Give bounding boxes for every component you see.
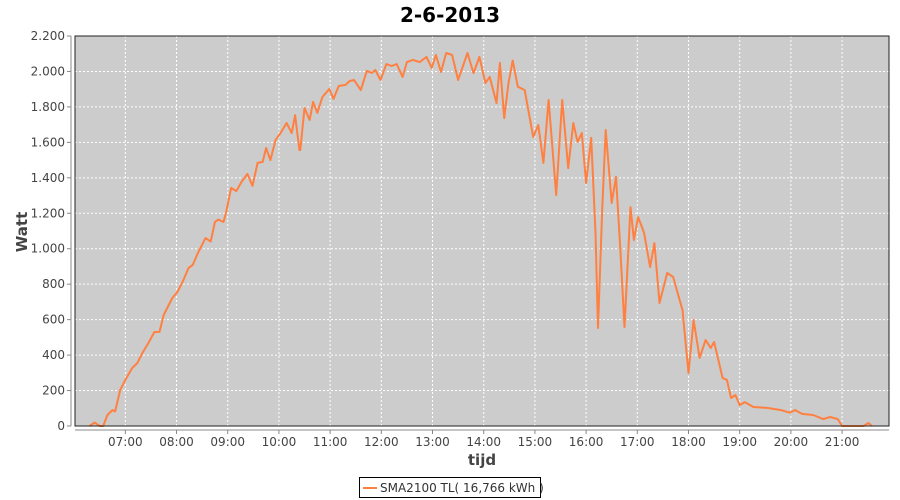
x-tick-label: 19:00 <box>722 435 757 449</box>
x-tick-label: 17:00 <box>620 435 655 449</box>
y-tick-label: 600 <box>42 313 65 327</box>
y-tick-label: 0 <box>57 419 65 433</box>
x-tick-label: 12:00 <box>364 435 399 449</box>
x-axis: 07:00 08:00 09:00 10:00 11:00 12:00 13:00 14:00… <box>75 429 889 449</box>
grid-lines <box>75 36 889 426</box>
x-tick-label: 21:00 <box>825 435 860 449</box>
series-line-sma2100 <box>88 52 873 427</box>
x-tick-label: 07:00 <box>108 435 143 449</box>
legend-box <box>359 477 541 498</box>
y-axis-label: Watt <box>13 212 31 252</box>
y-tick-label: 1.600 <box>31 135 65 149</box>
plot-border <box>74 35 890 427</box>
chart-title: 2-6-2013 <box>400 3 500 27</box>
x-tick-label: 08:00 <box>159 435 194 449</box>
x-tick-label: 10:00 <box>262 435 297 449</box>
y-axis: 0 200 400 600 800 1.000 1.200 1.400 1.600 1.800 2.… <box>31 29 72 433</box>
x-tick-label: 11:00 <box>313 435 348 449</box>
y-tick-label: 2.200 <box>31 29 65 43</box>
x-tick-label: 14:00 <box>466 435 501 449</box>
y-tick-label: 1.800 <box>31 100 65 114</box>
legend: SMA2100 TL( 16,766 kWh ) <box>359 477 544 498</box>
plot-area <box>75 36 889 426</box>
y-tick-label: 400 <box>42 348 65 362</box>
legend-label: SMA2100 TL( 16,766 kWh ) <box>380 481 544 495</box>
x-tick-label: 15:00 <box>518 435 553 449</box>
x-tick-label: 18:00 <box>671 435 706 449</box>
y-tick-label: 2.000 <box>31 64 65 78</box>
x-tick-label: 13:00 <box>415 435 450 449</box>
y-tick-label: 1.200 <box>31 206 65 220</box>
x-axis-label: tijd <box>468 451 496 469</box>
x-tick-label: 09:00 <box>210 435 245 449</box>
y-tick-label: 1.400 <box>31 171 65 185</box>
y-tick-label: 800 <box>42 277 65 291</box>
y-tick-label: 200 <box>42 384 65 398</box>
y-tick-label: 1.000 <box>31 242 65 256</box>
x-tick-label: 20:00 <box>774 435 809 449</box>
x-tick-label: 16:00 <box>569 435 604 449</box>
